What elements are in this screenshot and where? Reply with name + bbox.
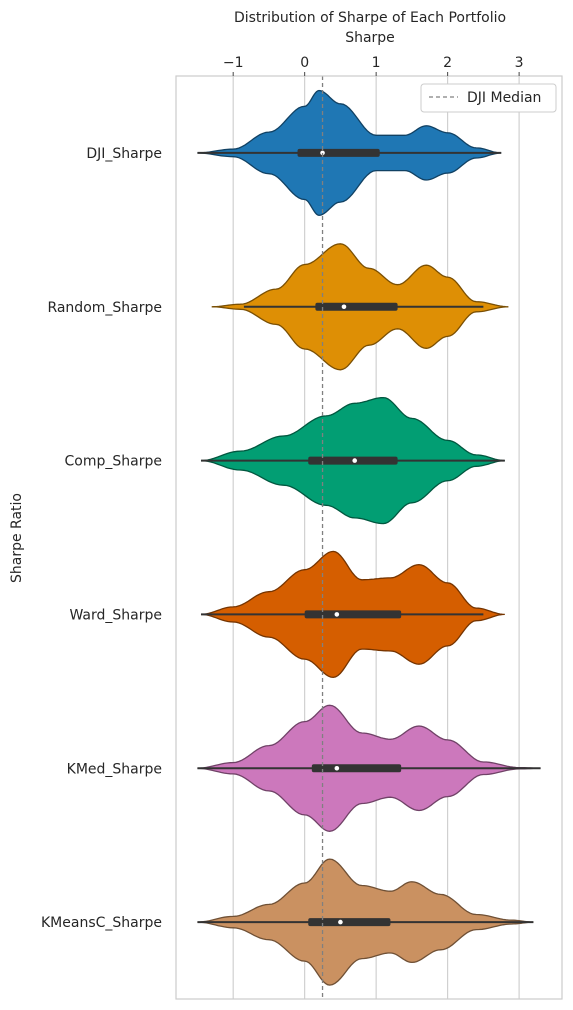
category-label: KMed_Sharpe: [67, 761, 162, 777]
legend: DJI Median: [420, 83, 557, 113]
violin-DJI_Sharpe: [197, 89, 502, 216]
x-tick-label: 1: [372, 55, 381, 71]
x-tick-label: 0: [300, 55, 309, 71]
x-tick-label: 3: [515, 55, 524, 71]
violin-median-dot: [334, 765, 340, 771]
violin-median-dot: [352, 458, 358, 463]
violin-median-dot: [338, 919, 343, 925]
violin-iqr-box: [308, 918, 391, 927]
violin-Comp_Sharpe: [200, 396, 505, 525]
violin-iqr-box: [297, 148, 380, 157]
violin-Random_Sharpe: [211, 243, 509, 371]
legend-label: DJI Median: [467, 90, 541, 106]
y-axis-label: Sharpe Ratio: [9, 493, 25, 583]
category-label: Random_Sharpe: [47, 300, 162, 316]
category-label: Ward_Sharpe: [69, 607, 162, 623]
violin-median-dot: [334, 612, 340, 617]
gridlines: [232, 76, 520, 999]
violin-KMed_Sharpe: [197, 704, 541, 832]
x-axis-ticks: −1 0 1 2 3: [223, 55, 524, 76]
x-axis-label: Sharpe: [345, 30, 395, 46]
violins: [197, 89, 541, 986]
category-label: Comp_Sharpe: [65, 454, 162, 470]
violin-iqr-box: [304, 610, 402, 619]
category-label: DJI_Sharpe: [86, 146, 162, 162]
violin-median-dot: [320, 150, 325, 156]
chart-title: Distribution of Sharpe of Each Portfolio: [234, 10, 506, 26]
x-tick-label: −1: [223, 55, 244, 71]
x-tick-label: 2: [443, 55, 452, 71]
violin-Ward_Sharpe: [200, 550, 505, 679]
category-label: KMeansC_Sharpe: [41, 915, 162, 931]
violin-median-dot: [341, 304, 347, 310]
plot-frame: [175, 75, 563, 1000]
violin-KMeansC_Sharpe: [197, 858, 534, 986]
violin-iqr-box: [315, 302, 398, 311]
legend-box: [420, 83, 557, 113]
violin-iqr-box: [311, 764, 402, 773]
category-labels: DJI_Sharpe Random_Sharpe Comp_Sharpe Ward_S…: [41, 146, 162, 931]
